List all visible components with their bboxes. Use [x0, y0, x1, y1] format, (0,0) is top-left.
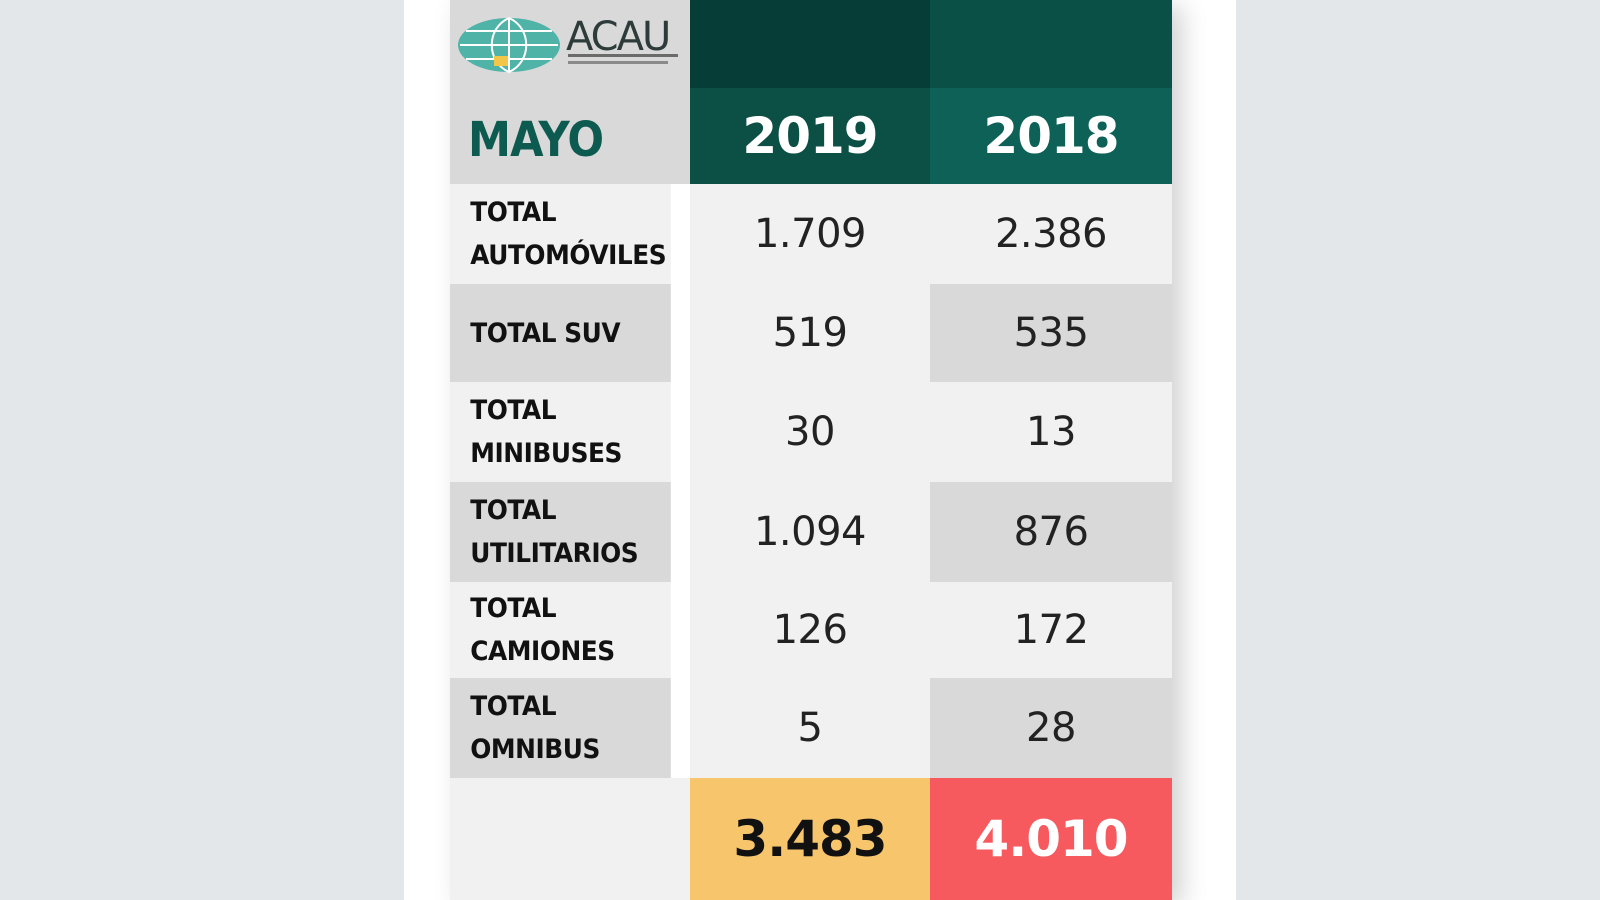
total-2018: 4.010 — [930, 778, 1172, 900]
row-label-automoviles: TOTAL AUTOMÓVILES — [450, 184, 671, 284]
value-automoviles-2018: 2.386 — [930, 184, 1172, 284]
row-label-suv: TOTAL SUV — [450, 284, 671, 382]
value-minibuses-2019: 30 — [690, 382, 930, 482]
value-omnibus-2018: 28 — [930, 678, 1172, 778]
value-utilitarios-2018: 876 — [930, 482, 1172, 582]
logo-text: ACAU — [566, 14, 671, 60]
total-2019: 3.483 — [690, 778, 930, 900]
value-camiones-2019: 126 — [690, 582, 930, 678]
logo-tagline-line — [568, 61, 668, 64]
row-label-minibuses: TOTAL MINIBUSES — [450, 382, 671, 482]
value-suv-2018: 535 — [930, 284, 1172, 382]
value-camiones-2018: 172 — [930, 582, 1172, 678]
value-utilitarios-2019: 1.094 — [690, 482, 930, 582]
background-right — [1236, 0, 1600, 900]
logo-tagline-line — [568, 54, 678, 57]
value-automoviles-2019: 1.709 — [690, 184, 930, 284]
row-label-utilitarios: TOTAL UTILITARIOS — [450, 482, 671, 582]
year-header-2019: 2019 — [690, 88, 930, 184]
row-label-camiones: TOTAL CAMIONES — [450, 582, 671, 678]
row-label-omnibus: TOTAL OMNIBUS — [450, 678, 671, 778]
header-2018-top — [930, 0, 1172, 88]
total-label-cell — [450, 778, 690, 900]
year-header-2018: 2018 — [930, 88, 1172, 184]
month-title: MAYO — [468, 112, 604, 168]
value-suv-2019: 519 — [690, 284, 930, 382]
value-minibuses-2018: 13 — [930, 382, 1172, 482]
globe-logo-icon — [458, 17, 560, 74]
header-2019-top — [690, 0, 930, 88]
value-omnibus-2019: 5 — [690, 678, 930, 778]
background-left — [0, 0, 404, 900]
